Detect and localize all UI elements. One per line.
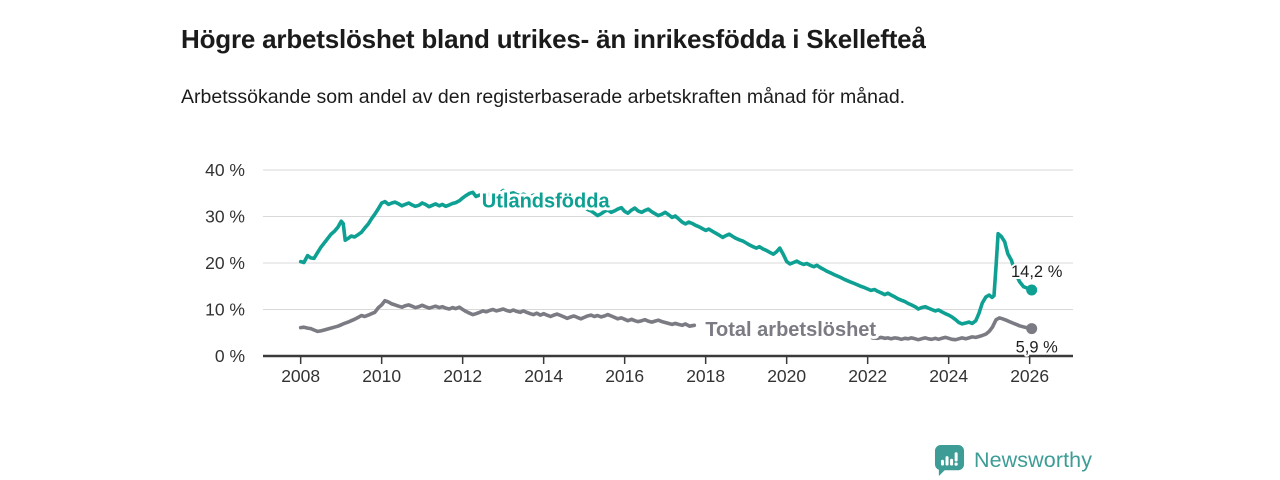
series-line-utlandsfodda bbox=[298, 188, 1034, 326]
y-tick-label: 40 % bbox=[205, 160, 245, 180]
x-tick-label: 2014 bbox=[524, 366, 563, 386]
series-line-total bbox=[870, 316, 1034, 342]
x-tick-label: 2012 bbox=[443, 366, 482, 386]
value-label-utlandsfodda: 14,2 % bbox=[1011, 263, 1063, 281]
y-tick-label: 10 % bbox=[205, 300, 245, 320]
x-tick-label: 2020 bbox=[767, 366, 806, 386]
chart-title: Högre arbetslöshet bland utrikes- än inr… bbox=[181, 24, 926, 55]
x-tick-label: 2010 bbox=[362, 366, 401, 386]
value-label-total: 5,9 % bbox=[1016, 339, 1059, 357]
x-tick-label: 2018 bbox=[686, 366, 725, 386]
x-tick-label: 2008 bbox=[281, 366, 320, 386]
series-label-utlandsfodda: Utlandsfödda bbox=[482, 191, 611, 213]
y-tick-label: 20 % bbox=[205, 253, 245, 273]
x-tick-label: 2016 bbox=[605, 366, 644, 386]
end-dot-total bbox=[1026, 323, 1038, 335]
y-tick-label: 0 % bbox=[215, 346, 245, 366]
series-line-total bbox=[298, 298, 697, 334]
chart-subtitle: Arbetssökande som andel av den registerb… bbox=[181, 85, 906, 108]
x-tick-label: 2026 bbox=[1010, 366, 1049, 386]
y-tick-label: 30 % bbox=[205, 207, 245, 227]
newsworthy-logo[interactable]: Newsworthy bbox=[934, 444, 1092, 477]
end-dot-utlandsfodda bbox=[1026, 284, 1038, 296]
newsworthy-wordmark: Newsworthy bbox=[974, 448, 1093, 472]
x-tick-label: 2022 bbox=[848, 366, 887, 386]
series-label-total: Total arbetslöshet bbox=[705, 319, 876, 341]
x-tick-label: 2024 bbox=[929, 366, 968, 386]
newsworthy-bar-chart-speech-bubble-icon bbox=[934, 445, 965, 476]
